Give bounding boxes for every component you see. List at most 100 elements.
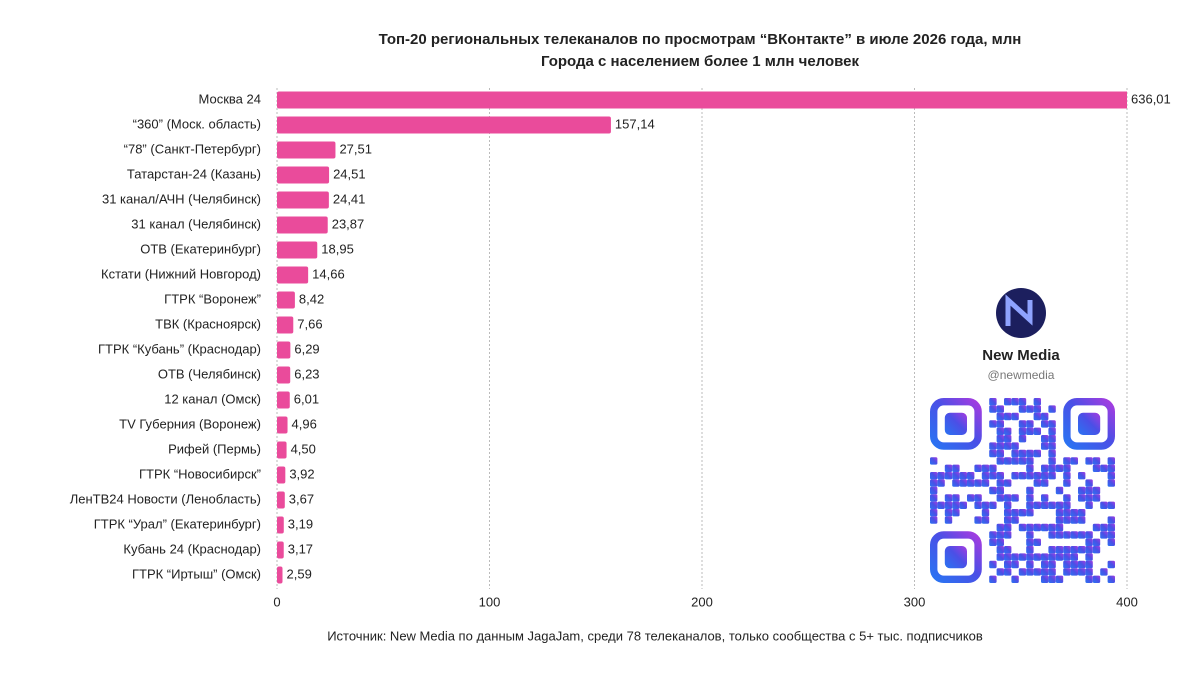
bar (277, 191, 329, 209)
qr-finder-center (1078, 412, 1101, 435)
qr-module (959, 479, 967, 487)
qr-module (996, 553, 1004, 561)
qr-module (1070, 531, 1078, 539)
qr-module (1033, 472, 1041, 480)
qr-module (1026, 553, 1034, 561)
qr-module (937, 472, 945, 480)
chart-title: Топ-20 региональных телеканалов по просм… (379, 31, 1022, 48)
qr-module (1041, 412, 1049, 421)
qr-module (1026, 420, 1034, 428)
qr-module (981, 479, 990, 487)
value-label: 2,59 (287, 566, 312, 581)
qr-module (1018, 457, 1027, 465)
qr-module (1041, 420, 1049, 428)
qr-module (1004, 427, 1012, 435)
qr-module (1004, 457, 1012, 465)
qr-module (1033, 449, 1041, 458)
qr-module (996, 427, 1004, 435)
qr-module (989, 501, 997, 509)
y-tick-label: ГТРК “Урал” (Екатеринбург) (94, 516, 261, 531)
qr-module (1041, 523, 1049, 532)
qr-module (1018, 523, 1027, 532)
brand-handle: @newmedia (988, 368, 1055, 382)
qr-module (974, 501, 982, 509)
qr-module (1018, 420, 1027, 428)
qr-module (981, 472, 990, 480)
chart-subtitle: Города с населением более 1 млн человек (541, 53, 860, 70)
qr-module (952, 501, 960, 509)
bar (277, 216, 328, 234)
qr-module (1078, 531, 1086, 539)
qr-module (1026, 560, 1034, 569)
qr-module (996, 472, 1004, 480)
qr-module (1048, 501, 1056, 509)
value-label: 6,29 (294, 341, 319, 356)
bar (277, 566, 283, 584)
y-tick-label: 31 канал (Челябинск) (131, 216, 261, 231)
y-tick-label: Москва 24 (199, 91, 261, 106)
qr-module (1011, 494, 1019, 502)
qr-module (1026, 568, 1034, 576)
qr-module (1070, 553, 1078, 561)
qr-module (930, 479, 938, 487)
qr-module (1048, 531, 1056, 539)
value-label: 7,66 (297, 316, 322, 331)
qr-module (1041, 501, 1049, 509)
qr-module (944, 494, 953, 502)
qr-module (1033, 412, 1041, 421)
qr-module (1041, 553, 1049, 561)
y-tick-label: ТВК (Красноярск) (155, 316, 261, 331)
qr-module (996, 479, 1004, 487)
qr-module (1048, 553, 1056, 561)
qr-module (1085, 479, 1093, 487)
bar (277, 466, 286, 484)
qr-module (1041, 575, 1049, 583)
qr-module (1055, 501, 1064, 509)
bar (277, 391, 290, 409)
qr-module (1018, 553, 1027, 561)
y-tick-label: 12 канал (Омск) (164, 391, 261, 406)
qr-module (1107, 501, 1115, 509)
value-label: 3,92 (289, 466, 314, 481)
qr-module (1055, 486, 1064, 495)
qr-module (1004, 435, 1012, 443)
qr-module (930, 501, 938, 509)
qr-module (959, 501, 967, 509)
qr-module (981, 509, 990, 517)
qr-module (1085, 560, 1093, 569)
bar (277, 491, 285, 509)
qr-module (930, 457, 938, 465)
qr-module (1085, 457, 1093, 465)
qr-module (930, 509, 938, 517)
qr-module (996, 449, 1004, 458)
qr-module (1004, 546, 1012, 554)
qr-module (1092, 523, 1101, 532)
bar (277, 291, 295, 309)
qr-module (1092, 464, 1101, 472)
qr-module (1063, 516, 1071, 524)
qr-module (1092, 575, 1101, 583)
qr-module (974, 464, 982, 472)
qr-module (1085, 546, 1093, 554)
qr-module (1100, 523, 1108, 532)
qr-module (1041, 494, 1049, 502)
qr-module (944, 472, 953, 480)
qr-module (1048, 457, 1056, 465)
qr-module (1100, 531, 1108, 539)
value-label: 4,96 (292, 416, 317, 431)
value-label: 3,67 (289, 491, 314, 506)
value-label: 14,66 (312, 266, 345, 281)
value-label: 3,19 (288, 516, 313, 531)
qr-module (1018, 427, 1027, 435)
bar (277, 166, 330, 184)
qr-module (1048, 523, 1056, 532)
qr-module (1085, 494, 1093, 502)
qr-module (1026, 546, 1034, 554)
qr-module (967, 494, 975, 502)
qr-module (996, 405, 1004, 413)
qr-module (1048, 568, 1056, 576)
qr-module (974, 494, 982, 502)
qr-module (1048, 472, 1056, 480)
qr-module (967, 479, 975, 487)
